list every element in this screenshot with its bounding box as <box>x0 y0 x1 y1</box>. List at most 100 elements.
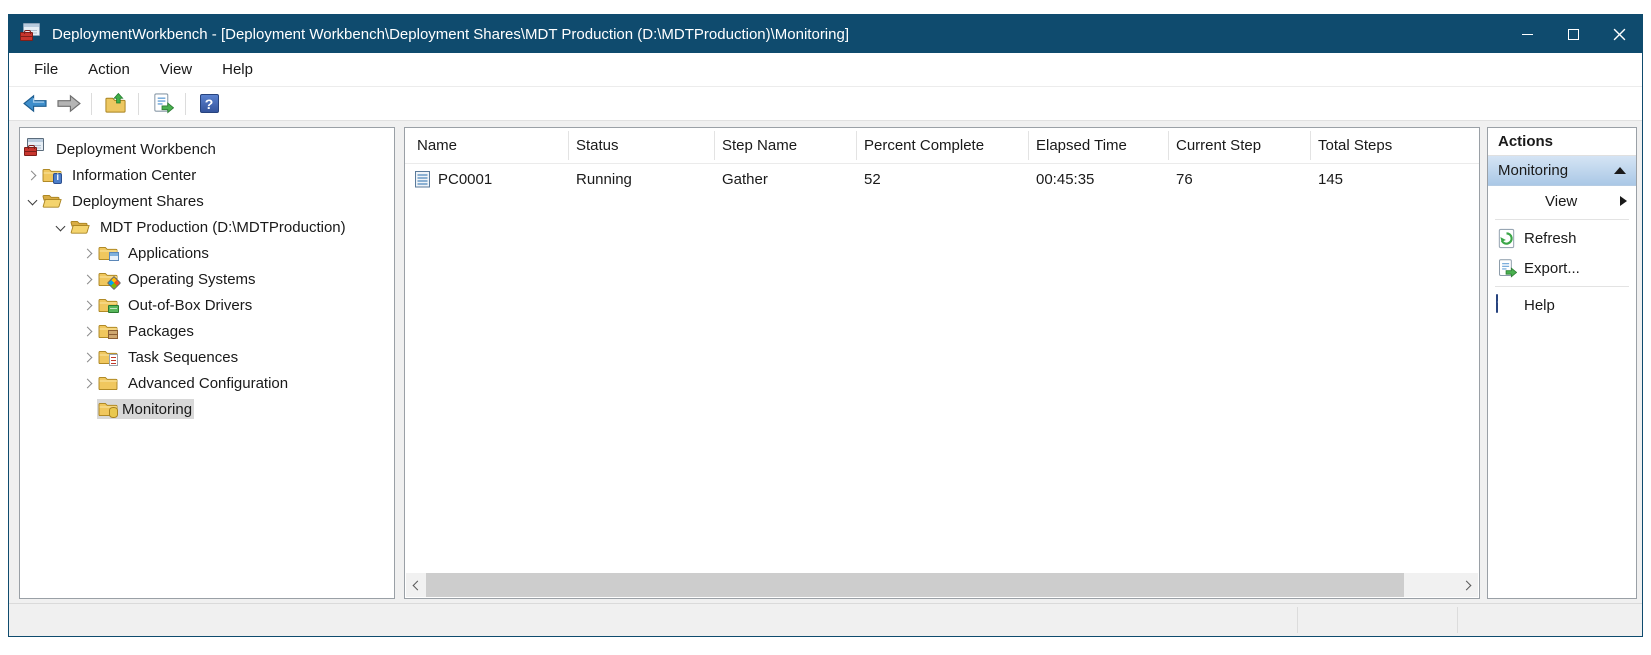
menu-file[interactable]: File <box>34 61 59 78</box>
cell-name: PC0001 <box>438 170 493 188</box>
actions-separator <box>1495 219 1629 220</box>
list-header: Name Status Step Name Percent Complete E… <box>405 128 1479 164</box>
cell-percent-complete: 52 <box>864 170 881 188</box>
scroll-right-icon[interactable] <box>1458 573 1478 597</box>
tree-item-deployment-shares[interactable]: Deployment Shares <box>20 188 394 214</box>
column-header-elapsed-time[interactable]: Elapsed Time <box>1028 128 1168 163</box>
export-list-button[interactable] <box>148 90 176 118</box>
minimize-button[interactable] <box>1504 15 1550 53</box>
close-icon <box>1613 28 1625 40</box>
minimize-icon <box>1521 33 1533 35</box>
collapse-chevron-icon[interactable] <box>50 217 70 237</box>
expand-chevron-icon[interactable] <box>22 165 42 185</box>
tree-item-applications[interactable]: Applications <box>20 240 394 266</box>
toolbar-separator <box>138 92 139 115</box>
tree-item-information-center[interactable]: Information Center <box>20 162 394 188</box>
tree-item-operating-systems[interactable]: Operating Systems <box>20 266 394 292</box>
status-bar-divider <box>1457 607 1458 633</box>
collapse-chevron-icon[interactable] <box>22 191 42 211</box>
column-header-current-step[interactable]: Current Step <box>1168 128 1310 163</box>
column-header-step-name[interactable]: Step Name <box>714 128 856 163</box>
help-icon <box>1496 293 1517 316</box>
close-button[interactable] <box>1596 15 1642 53</box>
table-row[interactable]: PC0001 Running Gather 52 00:45:35 76 145 <box>405 164 1479 194</box>
folder-plain-icon <box>98 374 118 392</box>
actions-separator <box>1495 286 1629 287</box>
column-header-total-steps[interactable]: Total Steps <box>1310 128 1479 163</box>
action-export[interactable]: Export... <box>1488 253 1636 283</box>
expand-chevron-icon[interactable] <box>78 295 98 315</box>
content-area: Deployment Workbench Information Center … <box>9 121 1642 603</box>
menu-help[interactable]: Help <box>222 61 253 78</box>
action-help[interactable]: Help <box>1488 290 1636 320</box>
back-button[interactable] <box>21 90 49 118</box>
folder-open-icon <box>70 218 90 236</box>
tree-item-out-of-box-drivers[interactable]: Out-of-Box Drivers <box>20 292 394 318</box>
maximize-button[interactable] <box>1550 15 1596 53</box>
column-header-status[interactable]: Status <box>568 128 714 163</box>
mmc-console-icon <box>20 23 42 45</box>
back-arrow-icon <box>23 93 48 114</box>
cell-elapsed-time: 00:45:35 <box>1036 170 1095 188</box>
expand-chevron-icon[interactable] <box>78 373 98 393</box>
action-view[interactable]: View <box>1488 186 1636 216</box>
refresh-icon <box>1496 228 1517 249</box>
console-tree: Deployment Workbench Information Center … <box>19 127 395 599</box>
scrollbar-track[interactable] <box>1404 573 1458 597</box>
menu-bar: File Action View Help <box>9 53 1642 87</box>
scroll-left-icon[interactable] <box>406 573 426 597</box>
cell-total-steps: 145 <box>1318 170 1344 188</box>
folder-applications-icon <box>98 244 119 262</box>
list-empty-area <box>405 194 1479 598</box>
column-header-name[interactable]: Name <box>417 137 458 154</box>
computer-icon <box>413 170 432 189</box>
expand-chevron-icon[interactable] <box>78 243 98 263</box>
toolbar-separator <box>91 92 92 115</box>
forward-button[interactable] <box>54 90 82 118</box>
folder-open-icon <box>42 192 62 210</box>
tree-item-deployment-workbench[interactable]: Deployment Workbench <box>20 136 394 162</box>
window-title: DeploymentWorkbench - [Deployment Workbe… <box>52 25 849 43</box>
tree-item-packages[interactable]: Packages <box>20 318 394 344</box>
no-chevron <box>78 399 98 419</box>
folder-os-icon <box>98 270 122 291</box>
horizontal-scrollbar[interactable] <box>406 573 1478 597</box>
expand-chevron-icon[interactable] <box>78 347 98 367</box>
folder-tasks-icon <box>98 348 118 366</box>
actions-pane-title: Actions <box>1488 128 1636 156</box>
export-list-icon <box>151 92 174 115</box>
cell-step-name: Gather <box>722 170 768 188</box>
collapse-arrow-icon[interactable] <box>1614 167 1626 174</box>
expand-chevron-icon[interactable] <box>78 269 98 289</box>
menu-view[interactable]: View <box>159 61 193 78</box>
status-bar-divider <box>1297 607 1298 633</box>
cell-current-step: 76 <box>1176 170 1193 188</box>
tree-item-mdt-production[interactable]: MDT Production (D:\MDTProduction) <box>20 214 394 240</box>
export-icon <box>1496 258 1517 279</box>
up-one-level-button[interactable] <box>101 90 129 118</box>
tree-item-monitoring[interactable]: Monitoring <box>20 396 394 422</box>
expand-chevron-icon[interactable] <box>78 321 98 341</box>
help-icon <box>199 94 219 113</box>
menu-action[interactable]: Action <box>88 61 130 78</box>
folder-monitoring-icon <box>98 400 118 418</box>
scrollbar-thumb[interactable] <box>426 573 1404 597</box>
submenu-arrow-icon <box>1620 196 1627 206</box>
selected-tree-item-highlight: Monitoring <box>97 399 195 419</box>
column-header-percent-complete[interactable]: Percent Complete <box>856 128 1028 163</box>
tree-item-advanced-configuration[interactable]: Advanced Configuration <box>20 370 394 396</box>
help-button[interactable] <box>195 90 223 118</box>
action-refresh[interactable]: Refresh <box>1488 223 1636 253</box>
monitoring-list-view: Name Status Step Name Percent Complete E… <box>404 127 1480 599</box>
workbench-icon <box>24 138 46 160</box>
folder-drivers-icon <box>98 296 119 314</box>
folder-up-icon <box>104 92 127 115</box>
toolbar-separator <box>185 92 186 115</box>
actions-group-monitoring[interactable]: Monitoring <box>1488 156 1636 186</box>
forward-arrow-icon <box>56 93 81 114</box>
toolbar <box>9 87 1642 121</box>
actions-pane: Actions Monitoring View Refresh Export..… <box>1487 127 1637 599</box>
tree-item-task-sequences[interactable]: Task Sequences <box>20 344 394 370</box>
folder-info-icon <box>42 166 62 184</box>
